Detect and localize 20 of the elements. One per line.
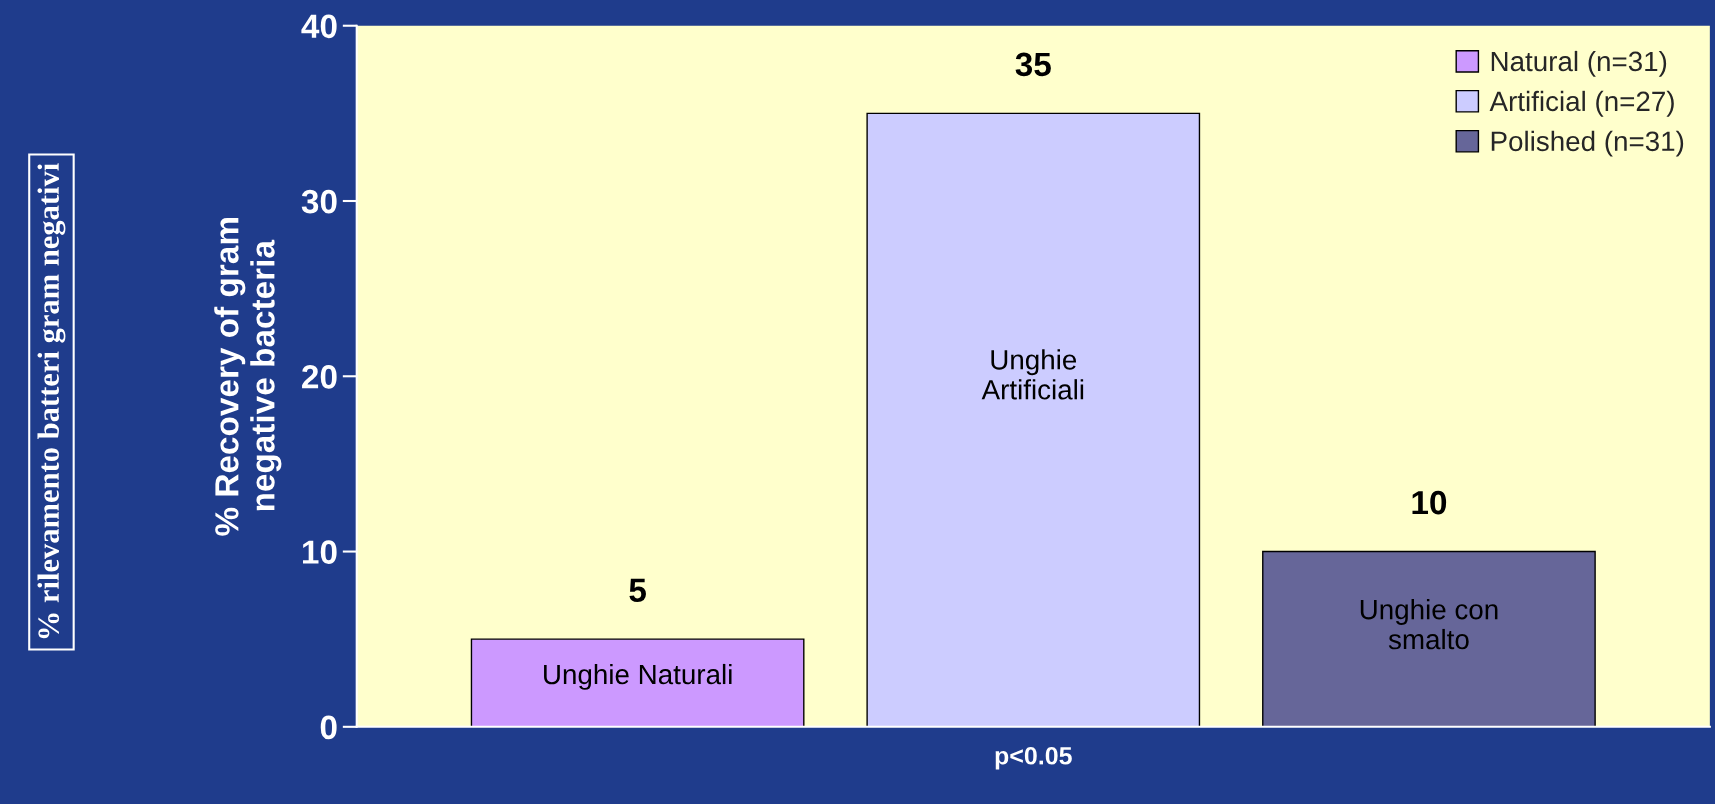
legend-label: Artificial (n=27) — [1489, 90, 1674, 117]
legend-label: Polished (n=31) — [1491, 130, 1684, 157]
legend-label: Natural (n=31) — [1491, 50, 1667, 77]
data-label: 5 — [629, 578, 646, 603]
annotation: Unghie Naturali — [544, 663, 732, 690]
y-tick-label: 20 — [302, 365, 337, 389]
y-tick-label: 10 — [303, 540, 337, 564]
data-label: 35 — [1015, 52, 1051, 77]
bar — [470, 638, 805, 727]
bar — [866, 112, 1201, 727]
annotation: Unghie con smalto — [1360, 599, 1498, 650]
data-label: 10 — [1412, 490, 1447, 515]
x-axis-title: p<0.05 — [995, 746, 1072, 770]
y-tick-label: 0 — [320, 715, 337, 740]
text: % rilevamento batteri gram negativi — [37, 163, 66, 639]
y-axis-title: % Recovery of gram negative bacteria — [214, 218, 282, 536]
y-tick-label: 40 — [301, 14, 337, 39]
annotation: Unghie Artificiali — [981, 349, 1084, 400]
y-tick-label: 30 — [301, 189, 337, 214]
bar — [1262, 550, 1596, 727]
